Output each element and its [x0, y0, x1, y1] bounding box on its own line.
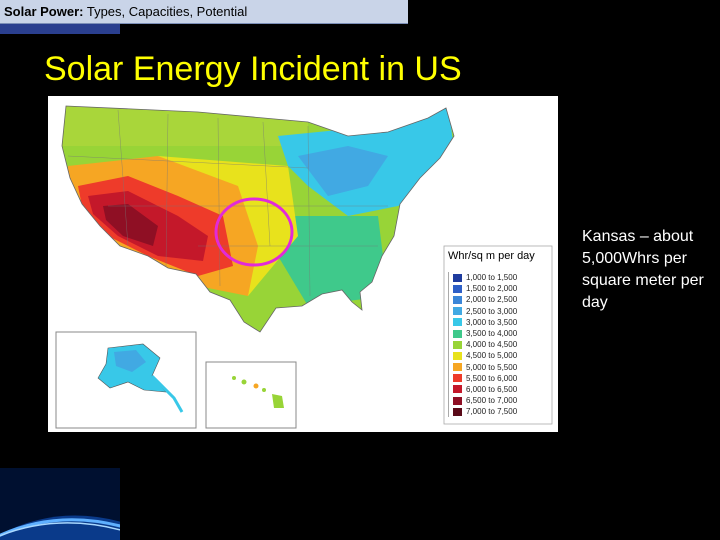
legend-title: Whr/sq m per day: [448, 250, 535, 262]
legend-label: 3,000 to 3,500: [466, 317, 518, 327]
legend-label: 4,500 to 5,000: [466, 351, 518, 361]
slide-title: Solar Energy Incident in US: [44, 50, 462, 88]
us-solar-map-graphic: [55, 105, 553, 429]
legend-swatch: [453, 307, 462, 316]
header-accent-bar: [0, 24, 120, 34]
legend-label: 6,000 to 6,500: [466, 384, 518, 394]
legend-entry: 2,500 to 3,000: [453, 306, 557, 317]
header-course-label: Solar Power:: [4, 4, 84, 19]
legend-swatch: [453, 284, 462, 293]
legend-label: 1,000 to 1,500: [466, 273, 518, 283]
legend-swatch: [453, 396, 462, 405]
legend-swatch: [453, 385, 462, 394]
legend-swatch: [453, 329, 462, 338]
hawaii-inset: [205, 361, 297, 429]
legend-swatch: [453, 351, 462, 360]
legend-swatch: [453, 273, 462, 282]
legend-swatch: [453, 363, 462, 372]
legend-swatch: [453, 295, 462, 304]
legend-label: 4,000 to 4,500: [466, 340, 518, 350]
legend-label: 2,500 to 3,000: [466, 306, 518, 316]
header-topic: Types, Capacities, Potential: [83, 4, 248, 19]
legend-list: 1,000 to 1,500 1,500 to 2,000 2,000 to 2,5…: [448, 272, 557, 418]
legend-entry: 7,000 to 7,500: [453, 406, 557, 417]
legend-label: 5,500 to 6,000: [466, 373, 518, 383]
legend-label: 2,000 to 2,500: [466, 295, 518, 305]
legend-entry: 6,500 to 7,000: [453, 395, 557, 406]
legend-entry: 6,000 to 6,500: [453, 384, 557, 395]
kansas-note: Kansas – about 5,000Whrs per square mete…: [582, 228, 704, 311]
legend-swatch: [453, 374, 462, 383]
legend-entry: 5,500 to 6,000: [453, 373, 557, 384]
legend-swatch: [453, 407, 462, 416]
legend-swatch: [453, 318, 462, 327]
legend-entry: 4,500 to 5,000: [453, 350, 557, 361]
legend-label: 6,500 to 7,000: [466, 396, 518, 406]
legend-entry: 1,500 to 2,000: [453, 283, 557, 294]
legend-entry: 1,000 to 1,500: [453, 272, 557, 283]
kansas-highlight-circle: [214, 197, 294, 267]
sun-corona-image: [0, 468, 120, 540]
legend-label: 5,000 to 5,500: [466, 362, 518, 372]
legend-entry: 3,000 to 3,500: [453, 317, 557, 328]
legend-label: 1,500 to 2,000: [466, 284, 518, 294]
legend-entry: 3,500 to 4,000: [453, 328, 557, 339]
legend-label: 3,500 to 4,000: [466, 329, 518, 339]
legend-entry: 4,000 to 4,500: [453, 339, 557, 350]
legend-swatch: [453, 340, 462, 349]
legend-box: [443, 245, 553, 425]
legend-entry: 2,000 to 2,500: [453, 294, 557, 305]
legend-entry: 5,000 to 5,500: [453, 362, 557, 373]
solar-map: Whr/sq m per day 1,000 to 1,500 1,500 to …: [48, 96, 558, 432]
legend-label: 7,000 to 7,500: [466, 407, 518, 417]
header-bar: Solar Power: Types, Capacities, Potentia…: [0, 0, 408, 24]
